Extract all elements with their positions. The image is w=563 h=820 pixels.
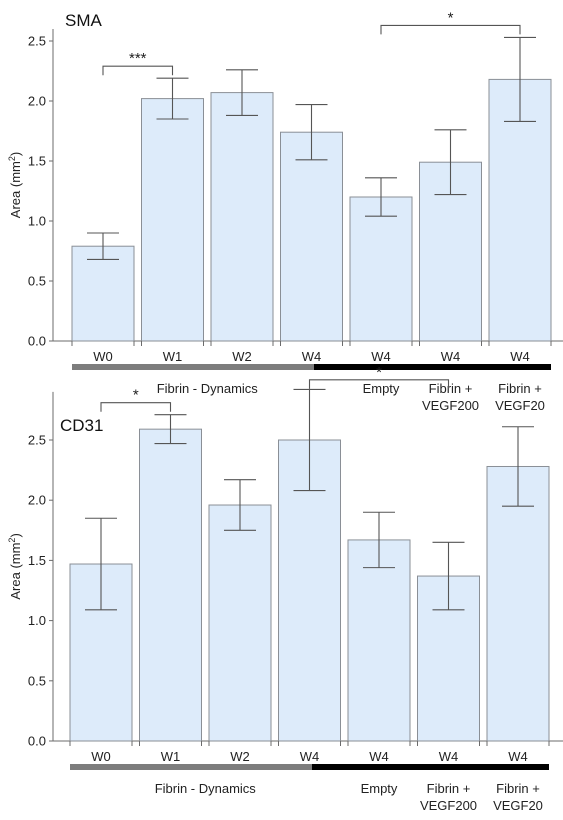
group-bar-conditions: [314, 364, 551, 370]
group-label: Fibrin +: [498, 381, 542, 396]
group-label: Fibrin +: [429, 381, 473, 396]
bar: [349, 196, 413, 342]
category-label: W4: [441, 349, 461, 364]
panel-title: CD31: [60, 416, 103, 435]
significance-bracket: [380, 24, 521, 35]
group-label: Empty: [363, 381, 400, 396]
y-tick-label: 0.5: [28, 274, 46, 289]
bar: [208, 504, 272, 742]
category-label: W2: [232, 349, 252, 364]
y-tick-label: 1.0: [28, 613, 46, 628]
category-label: W0: [91, 749, 111, 764]
group-label: Fibrin +: [496, 781, 540, 796]
group-label: VEGF200: [420, 798, 477, 813]
group-bar-dynamics: [72, 364, 343, 370]
y-tick-label: 0.0: [28, 734, 46, 749]
y-axis-label: Area (mm2): [7, 152, 23, 218]
category-label: W4: [369, 749, 389, 764]
bar: [347, 539, 411, 742]
bar: [280, 131, 343, 342]
panel-title: SMA: [65, 11, 103, 30]
y-tick-label: 0.5: [28, 673, 46, 688]
bar: [210, 92, 274, 342]
y-tick-label: 1.0: [28, 214, 46, 229]
group-label: Fibrin +: [427, 781, 471, 796]
significance-bracket: [100, 402, 172, 412]
group-label: VEGF20: [493, 798, 543, 813]
group-label: VEGF200: [422, 398, 479, 413]
category-label: W4: [508, 749, 528, 764]
group-bar-conditions: [312, 764, 549, 770]
y-tick-label: 2.0: [28, 493, 46, 508]
bar: [141, 98, 204, 342]
category-label: W4: [371, 349, 391, 364]
category-label: W2: [230, 749, 250, 764]
group-label: Fibrin - Dynamics: [155, 781, 257, 796]
y-tick-label: 2.5: [28, 433, 46, 448]
category-label: W4: [510, 349, 530, 364]
group-label: Fibrin - Dynamics: [157, 381, 259, 396]
y-tick-label: 2.5: [28, 34, 46, 49]
significance-label: *: [376, 364, 382, 381]
category-label: W1: [161, 749, 181, 764]
significance-label: ***: [129, 50, 147, 67]
significance-bracket: [308, 379, 450, 389]
category-label: W4: [439, 749, 459, 764]
bar: [488, 78, 552, 342]
significance-label: *: [133, 387, 139, 404]
category-label: W4: [300, 749, 320, 764]
chart-panel-1: SMA 0.0 0.5 1.0 1.5 2.0 2.5 Area (mm2) W0 W1 W2 W4 W…: [7, 9, 563, 413]
group-bar-dynamics: [70, 764, 341, 770]
significance-bracket: [102, 65, 174, 76]
chart-panel-2: CD31 0.0 0.5 1.0 1.5 2.0 2.5 Area (mm2) W0 W1 W2 W4…: [7, 364, 563, 813]
bar: [419, 161, 482, 342]
bar: [486, 465, 550, 742]
y-axis-label: Area (mm2): [7, 533, 23, 599]
group-label: Empty: [361, 781, 398, 796]
category-label: W4: [302, 349, 322, 364]
category-label: W0: [93, 349, 113, 364]
y-tick-label: 2.0: [28, 94, 46, 109]
category-label: W1: [163, 349, 183, 364]
y-tick-label: 1.5: [28, 154, 46, 169]
bar: [139, 428, 202, 742]
y-tick-label: 1.5: [28, 553, 46, 568]
bar: [71, 245, 135, 342]
group-label: VEGF20: [495, 398, 545, 413]
significance-label: *: [448, 9, 454, 26]
y-tick-label: 0.0: [28, 334, 46, 349]
